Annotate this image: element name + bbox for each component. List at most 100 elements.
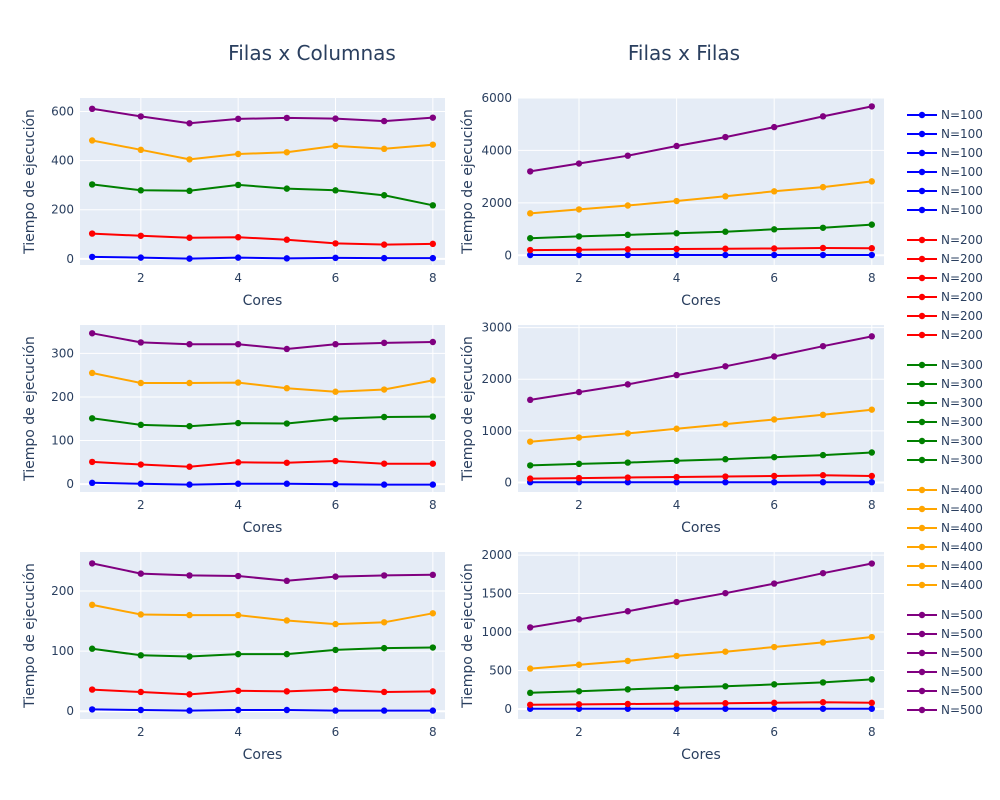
y-axis-title: Tiempo de ejecución	[460, 336, 476, 482]
data-point	[868, 560, 875, 567]
legend-item[interactable]: N=200	[907, 271, 983, 285]
legend-marker	[918, 562, 926, 570]
data-point	[88, 181, 96, 188]
data-point	[819, 679, 827, 686]
legend-label: N=500	[941, 684, 983, 698]
data-point	[819, 478, 827, 486]
x-tick-label: 4	[234, 271, 242, 285]
y-tick-label: 200	[51, 584, 74, 598]
data-point	[88, 415, 96, 422]
data-point	[771, 699, 778, 707]
legend-label: N=100	[941, 146, 983, 160]
data-point	[283, 706, 291, 714]
legend-item[interactable]: N=100	[907, 184, 983, 198]
legend-item[interactable]: N=300	[907, 358, 983, 372]
legend-label: N=200	[941, 328, 983, 342]
data-point	[380, 688, 388, 696]
legend-item[interactable]: N=500	[907, 703, 983, 717]
legend-item[interactable]: N=300	[907, 453, 983, 467]
x-axis-title: Cores	[243, 520, 283, 536]
data-point	[429, 644, 437, 651]
legend-marker	[918, 130, 926, 138]
data-point	[868, 103, 875, 110]
data-point	[771, 580, 778, 587]
data-point	[819, 251, 827, 259]
data-point	[88, 230, 96, 237]
data-point	[332, 573, 339, 580]
data-point	[673, 371, 680, 379]
series-line	[530, 408, 872, 443]
x-tick-label: 4	[673, 271, 681, 285]
data-point	[575, 688, 583, 695]
data-point	[332, 686, 339, 693]
subplot-r3-c1: 2 4 6 8 0 100 200 Cores Tiempo de ejecución	[22, 552, 445, 763]
x-tick-label: 2	[575, 725, 583, 739]
data-point	[429, 338, 437, 346]
legend-item[interactable]: N=200	[907, 328, 983, 342]
legend-item[interactable]: N=300	[907, 396, 983, 410]
data-point	[186, 120, 193, 127]
data-point	[575, 701, 583, 708]
data-point	[527, 396, 534, 404]
data-point	[332, 480, 339, 488]
data-point	[624, 251, 631, 259]
legend-item[interactable]: N=300	[907, 377, 983, 391]
legend-item[interactable]: N=100	[907, 165, 983, 179]
legend-label: N=400	[941, 578, 983, 592]
legend-item[interactable]: N=500	[907, 608, 983, 622]
data-point	[819, 639, 827, 646]
data-point	[429, 610, 437, 617]
data-point	[88, 601, 96, 609]
series-line	[92, 332, 433, 351]
legend-item[interactable]: N=100	[907, 203, 983, 217]
legend-item[interactable]: N=300	[907, 434, 983, 448]
legend-label: N=200	[941, 309, 983, 323]
data-point	[868, 676, 875, 683]
legend-item[interactable]: N=400	[907, 502, 983, 516]
legend-marker	[918, 380, 926, 388]
legend-item[interactable]: N=400	[907, 521, 983, 535]
legend-item[interactable]: N=400	[907, 540, 983, 554]
legend-item[interactable]: N=300	[907, 415, 983, 429]
legend-item[interactable]: N=500	[907, 684, 983, 698]
data-point	[624, 686, 631, 693]
legend-item[interactable]: N=500	[907, 627, 983, 641]
data-point	[429, 688, 437, 695]
legend-item[interactable]: N=100	[907, 108, 983, 122]
data-point	[283, 480, 291, 487]
data-point	[137, 232, 145, 239]
legend-label: N=100	[941, 127, 983, 141]
legend-item[interactable]: N=500	[907, 646, 983, 660]
legend-item[interactable]: N=200	[907, 233, 983, 247]
series-n-100	[88, 479, 437, 488]
legend-item[interactable]: N=100	[907, 146, 983, 160]
data-point	[332, 388, 339, 395]
data-point	[527, 462, 534, 469]
legend-marker	[918, 437, 926, 445]
plot-background	[518, 98, 884, 265]
series-n-100	[88, 706, 437, 714]
legend-item[interactable]: N=100	[907, 127, 983, 141]
series-line	[530, 636, 872, 670]
legend-item[interactable]: N=400	[907, 578, 983, 592]
x-tick-label: 6	[332, 498, 340, 512]
legend-item[interactable]: N=200	[907, 309, 983, 323]
data-point	[819, 224, 827, 231]
legend-item[interactable]: N=400	[907, 559, 983, 573]
data-point	[575, 460, 583, 468]
y-tick-label: 1500	[481, 587, 512, 601]
data-point	[868, 245, 875, 252]
data-point	[527, 475, 534, 482]
series-line	[92, 688, 433, 696]
x-tick-label: 2	[575, 498, 583, 512]
legend-item[interactable]: N=400	[907, 483, 983, 497]
series-line	[92, 603, 433, 626]
legend-marker	[918, 543, 926, 551]
data-point	[429, 202, 437, 209]
data-point	[868, 178, 875, 185]
legend-marker	[918, 668, 926, 676]
data-point	[527, 701, 534, 708]
legend-item[interactable]: N=500	[907, 665, 983, 679]
legend-item[interactable]: N=200	[907, 290, 983, 304]
legend-item[interactable]: N=200	[907, 252, 983, 266]
